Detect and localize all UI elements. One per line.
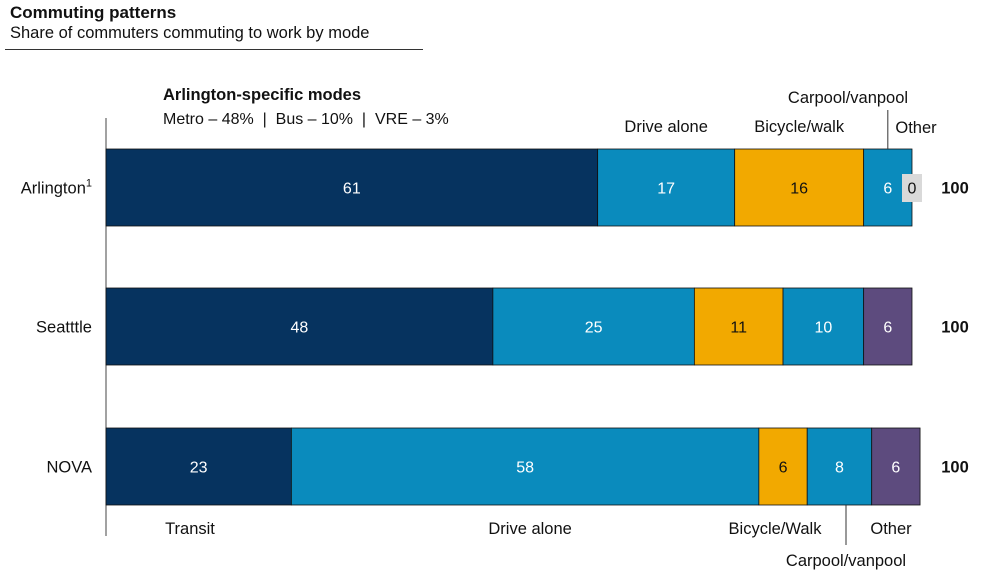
data-label-bicycle-walk: 16: [790, 181, 808, 198]
total-label: 100: [941, 180, 969, 198]
top-label-carpool-vanpool: Carpool/vanpool: [788, 89, 908, 107]
top-label-drive-alone: Drive alone: [624, 118, 707, 136]
title-underline: [5, 49, 423, 50]
chart-subtitle: Share of commuters commuting to work by …: [10, 24, 370, 42]
bar-segment-drive-alone: [290, 427, 760, 506]
bottom-label-drive-alone: Drive alone: [488, 520, 571, 538]
bottom-label-other: Other: [870, 520, 912, 538]
arlington-note-heading: Arlington-specific modes: [163, 86, 362, 104]
chart-title: Commuting patterns: [10, 3, 177, 22]
bottom-label-bicycle-walk: Bicycle/Walk: [729, 520, 823, 538]
bar-segment-transit: [105, 427, 292, 506]
category-label: Seatttle: [36, 319, 92, 337]
category-superscript: 1: [86, 178, 92, 190]
data-label-carpool-vanpool: 10: [814, 320, 832, 337]
bar-segment-bicycle-walk: [758, 427, 808, 506]
bar-segment-carpool-vanpool: [782, 287, 865, 366]
data-label-transit: 48: [291, 320, 309, 337]
data-label-other: 6: [883, 320, 892, 337]
arlington-note-text: Metro – 48% | Bus – 10% | VRE – 3%: [163, 111, 449, 128]
total-label: 100: [941, 319, 969, 337]
data-label-transit: 23: [190, 460, 208, 477]
data-label-other: 0: [908, 181, 917, 198]
bar-segment-drive-alone: [492, 287, 695, 366]
bar-segment-other: [863, 287, 913, 366]
bottom-label-transit: Transit: [165, 520, 215, 538]
data-label-drive-alone: 25: [585, 320, 603, 337]
total-label: 100: [941, 459, 969, 477]
data-label-drive-alone: 58: [516, 460, 534, 477]
top-label-other: Other: [895, 119, 937, 137]
data-label-other: 6: [891, 460, 900, 477]
bar-segment-transit: [105, 148, 599, 227]
data-label-bicycle-walk: 11: [730, 320, 747, 337]
category-label: NOVA: [46, 459, 92, 477]
bar-segment-other-zero: [902, 174, 922, 202]
data-label-carpool-vanpool: 6: [883, 181, 892, 198]
data-label-bicycle-walk: 6: [779, 460, 788, 477]
bar-segment-transit: [105, 287, 494, 366]
bar-segment-carpool-vanpool: [806, 427, 873, 506]
data-label-carpool-vanpool: 8: [835, 460, 844, 477]
bar-segment-other: [871, 427, 921, 506]
bar-segment-bicycle-walk: [693, 287, 784, 366]
bar-segment-bicycle-walk: [734, 148, 865, 227]
category-label: Arlington1: [21, 178, 92, 198]
top-label-bicycle-walk: Bicycle/walk: [754, 118, 845, 136]
data-label-drive-alone: 17: [657, 181, 675, 198]
data-label-transit: 61: [343, 181, 361, 198]
bottom-label-carpool-vanpool: Carpool/vanpool: [786, 552, 906, 570]
